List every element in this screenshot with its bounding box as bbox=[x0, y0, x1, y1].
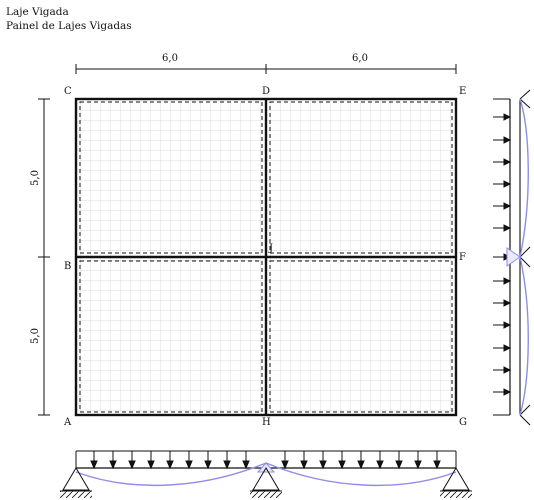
node-label-f: F bbox=[459, 252, 466, 263]
node-label-h: H bbox=[262, 417, 271, 428]
right-center-support bbox=[506, 247, 521, 267]
right-support-lines bbox=[519, 89, 531, 426]
beam-outlines bbox=[74, 97, 458, 417]
header: Laje Vigada Painel de Lajes Vigadas bbox=[6, 5, 132, 33]
node-label-e: E bbox=[459, 86, 466, 97]
right-ground-hatch bbox=[440, 491, 472, 498]
bottom-load-arrows bbox=[90, 451, 441, 470]
top-right-dimension: 6,0 bbox=[352, 53, 368, 64]
slab-dashed-outlines bbox=[79, 101, 453, 413]
center-ground-hatch bbox=[250, 491, 282, 498]
node-label-g: G bbox=[459, 417, 467, 428]
top-dimension-line bbox=[75, 64, 457, 74]
bottom-load-diagram bbox=[60, 450, 472, 498]
node-label-c: C bbox=[64, 86, 72, 97]
left-bottom-dimension: 5,0 bbox=[30, 328, 41, 344]
page-subtitle: Painel de Lajes Vigadas bbox=[6, 20, 132, 32]
node-label-b: B bbox=[64, 261, 71, 272]
node-label-d: D bbox=[262, 86, 270, 97]
left-ground-hatch bbox=[60, 491, 92, 498]
left-dimension-line bbox=[38, 98, 50, 416]
node-label-a: A bbox=[63, 417, 72, 428]
right-load-arrows bbox=[493, 113, 512, 396]
page-title: Laje Vigada bbox=[6, 6, 69, 18]
right-moment-curve bbox=[519, 98, 529, 416]
left-top-dimension: 5,0 bbox=[30, 170, 41, 186]
node-label-j: J bbox=[268, 243, 273, 254]
top-left-dimension: 6,0 bbox=[162, 53, 178, 64]
right-load-diagram bbox=[493, 89, 531, 426]
